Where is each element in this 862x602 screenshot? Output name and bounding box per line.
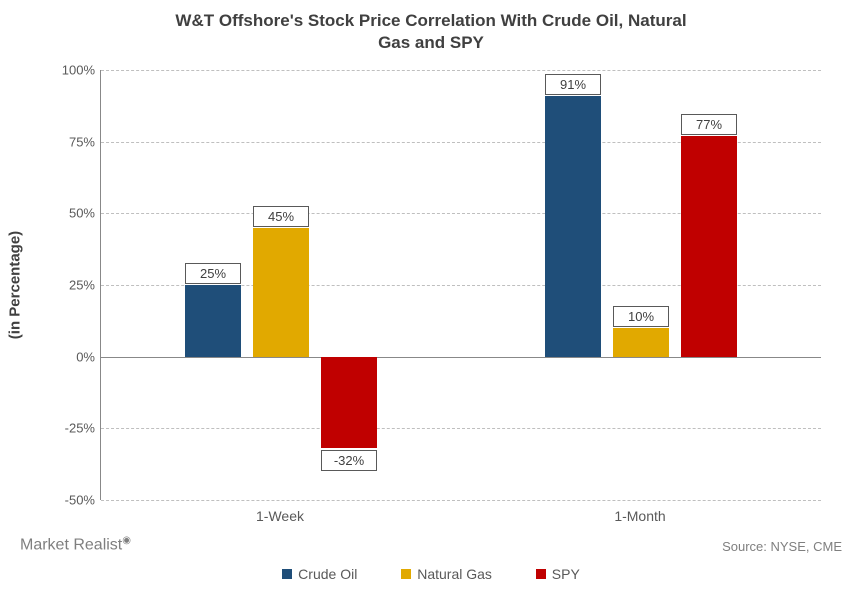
legend-label-natural-gas: Natural Gas [417, 566, 492, 582]
bar-value-label: 45% [253, 206, 309, 227]
bar [545, 96, 601, 357]
bar-value-label: -32% [321, 450, 377, 471]
legend-swatch-spy [536, 569, 546, 579]
legend-label-spy: SPY [552, 566, 580, 582]
bar-value-label: 77% [681, 114, 737, 135]
x-category-label: 1-Week [256, 508, 304, 524]
y-tick-label: 75% [50, 134, 95, 149]
chart-title: W&T Offshore's Stock Price Correlation W… [0, 10, 862, 54]
bar [185, 285, 241, 357]
watermark: Market Realist◉ [20, 535, 131, 554]
bar-value-label: 10% [613, 306, 669, 327]
legend-swatch-crude-oil [282, 569, 292, 579]
legend-label-crude-oil: Crude Oil [298, 566, 357, 582]
x-category-label: 1-Month [614, 508, 665, 524]
bar-value-label: 25% [185, 263, 241, 284]
baseline [101, 357, 821, 358]
chart-container: W&T Offshore's Stock Price Correlation W… [0, 0, 862, 602]
plot-area: 25% 45% -32% 91% 10% 77% [100, 70, 821, 500]
y-label-line2: (in Percentage) [6, 231, 23, 339]
bar [321, 357, 377, 449]
bar [613, 328, 669, 357]
gridline [101, 428, 821, 429]
y-axis-label: Correlation (in Percentage) [0, 185, 25, 385]
y-label-line1: Correlation [0, 245, 4, 325]
bar [253, 228, 309, 357]
gridline [101, 70, 821, 71]
legend-item-natural-gas: Natural Gas [401, 566, 492, 582]
title-line1: W&T Offshore's Stock Price Correlation W… [175, 11, 686, 30]
bar [681, 136, 737, 357]
y-tick-label: -25% [50, 421, 95, 436]
legend-item-spy: SPY [536, 566, 580, 582]
legend-item-crude-oil: Crude Oil [282, 566, 357, 582]
y-tick-label: 0% [50, 349, 95, 364]
gridline [101, 500, 821, 501]
source-text: Source: NYSE, CME [722, 539, 842, 554]
legend: Crude Oil Natural Gas SPY [0, 566, 862, 582]
y-tick-label: 50% [50, 206, 95, 221]
watermark-icon: ◉ [122, 535, 131, 546]
y-tick-label: 25% [50, 278, 95, 293]
title-line2: Gas and SPY [378, 33, 484, 52]
legend-swatch-natural-gas [401, 569, 411, 579]
bar-value-label: 91% [545, 74, 601, 95]
watermark-text: Market Realist [20, 536, 122, 553]
y-tick-label: 100% [50, 63, 95, 78]
y-tick-label: -50% [50, 493, 95, 508]
